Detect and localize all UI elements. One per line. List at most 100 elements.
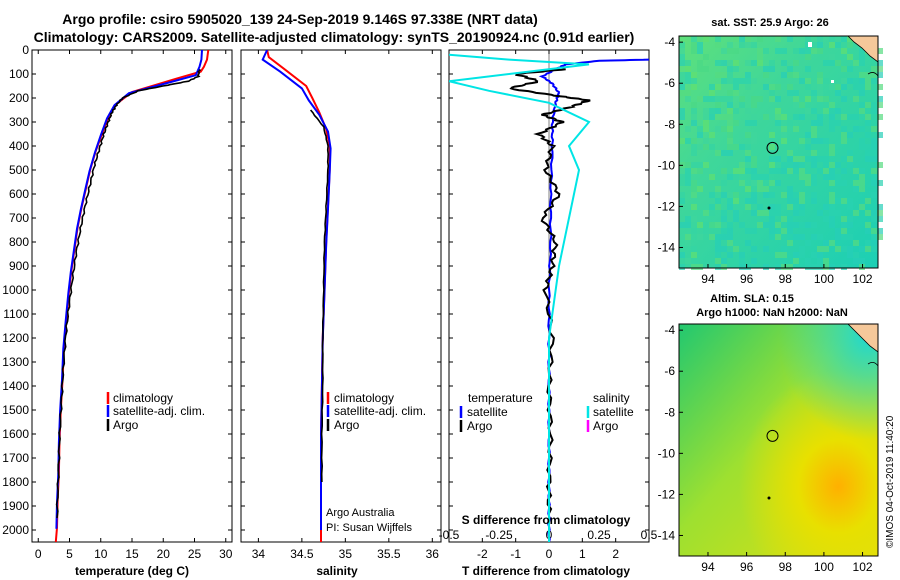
sst-pixel — [793, 78, 799, 84]
sst-pixel — [763, 186, 769, 192]
sst-pixel — [841, 168, 847, 174]
sst-pixel — [787, 156, 793, 162]
sst-pixel — [871, 210, 877, 216]
sst-pixel — [733, 108, 739, 114]
sst-pixel — [841, 78, 847, 84]
sst-pixel — [787, 222, 793, 228]
map-y-tick-label: -4 — [664, 35, 675, 49]
map-x-tick-label: 96 — [740, 272, 754, 286]
sst-pixel — [721, 72, 727, 78]
sst-pixel — [781, 216, 787, 222]
sst-pixel — [787, 150, 793, 156]
sst-pixel — [835, 108, 841, 114]
sst-pixel — [781, 126, 787, 132]
sst-pixel — [877, 234, 883, 240]
sst-pixel — [829, 264, 835, 270]
sst-pixel — [733, 198, 739, 204]
sst-pixel — [727, 204, 733, 210]
sst-pixel — [817, 210, 823, 216]
sst-pixel — [757, 186, 763, 192]
sst-pixel — [691, 192, 697, 198]
sst-pixel — [733, 144, 739, 150]
depth-tick-label: 2000 — [2, 523, 29, 537]
sst-pixel — [769, 132, 775, 138]
sst-pixel — [853, 168, 859, 174]
temperature-xlabel: temperature (deg C) — [75, 564, 189, 578]
sst-pixel — [829, 180, 835, 186]
sst-pixel — [703, 66, 709, 72]
sst-pixel — [805, 174, 811, 180]
sla-map: Altim. SLA: 0.15 Argo h1000: NaN h2000: … — [658, 293, 879, 574]
sst-pixel — [679, 222, 685, 228]
sst-pixel — [739, 132, 745, 138]
temperature-series — [54, 50, 210, 542]
sst-pixel — [793, 102, 799, 108]
sst-pixel — [841, 114, 847, 120]
sst-axes: 94 96 98 100 102 -4 -6 -8 -10 -12 -14 — [658, 35, 873, 286]
sst-pixel — [835, 174, 841, 180]
sst-pixel — [793, 234, 799, 240]
sst-pixel — [835, 234, 841, 240]
sst-pixel — [703, 222, 709, 228]
sst-pixel — [703, 126, 709, 132]
sst-pixel — [775, 114, 781, 120]
sst-pixel — [829, 222, 835, 228]
sst-pixel — [751, 228, 757, 234]
sst-pixel — [859, 90, 865, 96]
sst-pixel — [799, 234, 805, 240]
sst-pixel — [769, 156, 775, 162]
sst-pixel — [799, 210, 805, 216]
sst-pixel — [811, 138, 817, 144]
sst-pixel — [847, 66, 853, 72]
sst-pixel — [823, 156, 829, 162]
sla-map-title: Altim. SLA: 0.15 — [710, 293, 794, 305]
sst-pixel — [853, 78, 859, 84]
map-x-tick-label: 102 — [853, 272, 873, 286]
sst-pixel — [877, 48, 883, 54]
sst-pixel — [865, 150, 871, 156]
sst-pixel — [745, 60, 751, 66]
sst-pixel — [715, 126, 721, 132]
sst-pixel — [865, 114, 871, 120]
sst-pixel — [757, 60, 763, 66]
sst-pixel — [697, 132, 703, 138]
sst-pixel — [847, 252, 853, 258]
sst-pixel — [871, 102, 877, 108]
sst-pixel — [745, 120, 751, 126]
sst-pixel — [733, 36, 739, 42]
sst-pixel — [745, 132, 751, 138]
sst-pixel — [805, 78, 811, 84]
sst-pixel — [811, 108, 817, 114]
sst-pixel — [853, 180, 859, 186]
sst-pixel — [757, 222, 763, 228]
sst-pixel — [799, 222, 805, 228]
sst-pixel — [757, 96, 763, 102]
sst-pixel — [721, 228, 727, 234]
sst-pixel — [859, 144, 865, 150]
sst-pixel — [691, 252, 697, 258]
sst-pixel — [757, 204, 763, 210]
sst-pixel — [811, 264, 817, 270]
sst-pixel — [829, 192, 835, 198]
sst-pixel — [727, 138, 733, 144]
credit-text: ©IMOS 04-Oct-2019 11:40:20 — [885, 415, 896, 548]
sst-pixel — [733, 246, 739, 252]
x-tick-label: -2 — [477, 547, 488, 561]
x-tick-label: 35 — [339, 547, 353, 561]
sst-pixel — [859, 258, 865, 264]
sst-pixel — [775, 48, 781, 54]
x-tick-label: 0 — [546, 547, 553, 561]
sst-pixel — [751, 138, 757, 144]
sla-frame — [678, 323, 879, 557]
sst-pixel — [877, 72, 883, 78]
sst-pixel — [787, 72, 793, 78]
sst-pixel — [799, 78, 805, 84]
sst-pixel — [685, 234, 691, 240]
sst-pixel — [793, 126, 799, 132]
sst-pixel — [871, 156, 877, 162]
sst-pixel — [835, 42, 841, 48]
sst-pixel — [859, 180, 865, 186]
depth-tick-label: 1600 — [2, 427, 29, 441]
sst-pixel — [727, 42, 733, 48]
sst-pixel — [865, 144, 871, 150]
